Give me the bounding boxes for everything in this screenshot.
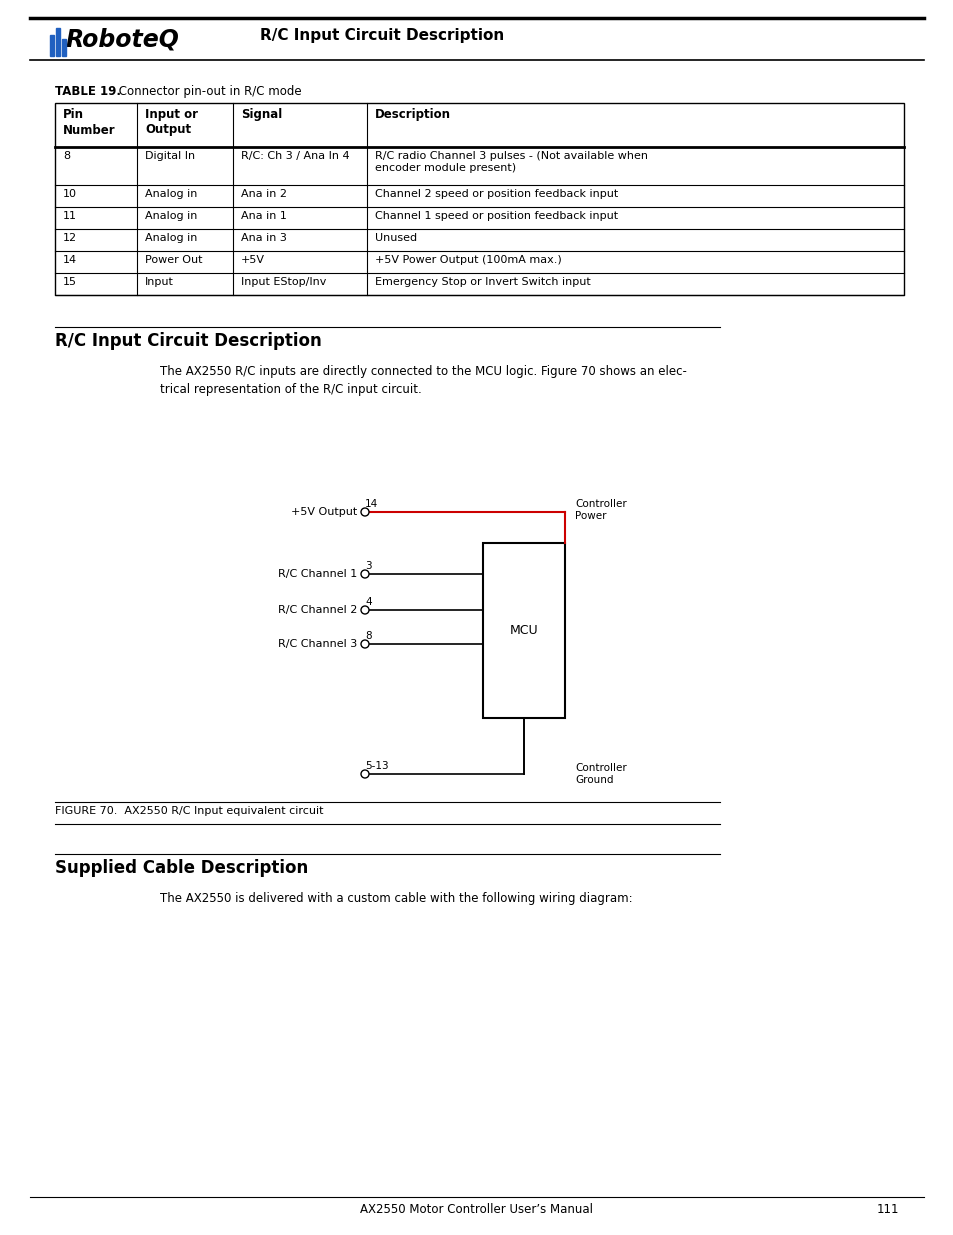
Text: Input EStop/Inv: Input EStop/Inv (241, 277, 326, 287)
Text: Input or
Output: Input or Output (145, 107, 198, 137)
Text: R/C: Ch 3 / Ana In 4: R/C: Ch 3 / Ana In 4 (241, 151, 349, 161)
Text: FIGURE 70.  AX2550 R/C Input equivalent circuit: FIGURE 70. AX2550 R/C Input equivalent c… (55, 806, 323, 816)
Text: R/C Input Circuit Description: R/C Input Circuit Description (260, 28, 504, 43)
Text: Unused: Unused (375, 233, 416, 243)
Bar (50, 35, 54, 56)
Text: Signal: Signal (241, 107, 282, 121)
Circle shape (360, 571, 369, 578)
Text: Ana in 1: Ana in 1 (241, 211, 287, 221)
Text: 14: 14 (365, 499, 377, 509)
Text: 4: 4 (365, 597, 372, 606)
Text: 5-13: 5-13 (365, 761, 388, 771)
Text: Emergency Stop or Invert Switch input: Emergency Stop or Invert Switch input (375, 277, 590, 287)
Text: 14: 14 (63, 254, 77, 266)
Text: R/C radio Channel 3 pulses - (Not available when
encoder module present): R/C radio Channel 3 pulses - (Not availa… (375, 151, 647, 173)
Text: +5V: +5V (241, 254, 265, 266)
Text: 8: 8 (63, 151, 71, 161)
Text: Power Out: Power Out (145, 254, 202, 266)
Circle shape (360, 769, 369, 778)
Text: Input: Input (145, 277, 173, 287)
Bar (55, 103, 903, 295)
Text: Connector pin-out in R/C mode: Connector pin-out in R/C mode (115, 85, 301, 98)
Text: TABLE 19.: TABLE 19. (55, 85, 121, 98)
Text: Description: Description (375, 107, 451, 121)
Circle shape (360, 508, 369, 516)
Text: 15: 15 (63, 277, 77, 287)
Text: Channel 1 speed or position feedback input: Channel 1 speed or position feedback inp… (375, 211, 618, 221)
Text: Analog in: Analog in (145, 189, 197, 199)
Text: Controller
Ground: Controller Ground (575, 763, 626, 785)
Text: R/C Channel 2: R/C Channel 2 (277, 605, 356, 615)
Circle shape (360, 606, 369, 614)
Text: The AX2550 R/C inputs are directly connected to the MCU logic. Figure 70 shows a: The AX2550 R/C inputs are directly conne… (160, 366, 686, 396)
Text: MCU: MCU (509, 624, 537, 637)
Text: Analog in: Analog in (145, 211, 197, 221)
Text: 11: 11 (63, 211, 77, 221)
Text: RoboteQ: RoboteQ (66, 28, 180, 52)
Text: 111: 111 (876, 1203, 898, 1216)
Text: +5V Power Output (100mA max.): +5V Power Output (100mA max.) (375, 254, 561, 266)
Text: R/C Input Circuit Description: R/C Input Circuit Description (55, 332, 321, 350)
Bar (62, 40, 66, 56)
Text: 10: 10 (63, 189, 77, 199)
Text: Controller
Power: Controller Power (575, 499, 626, 521)
Text: Analog in: Analog in (145, 233, 197, 243)
Text: Ana in 2: Ana in 2 (241, 189, 287, 199)
Text: Channel 2 speed or position feedback input: Channel 2 speed or position feedback inp… (375, 189, 618, 199)
Text: 8: 8 (365, 631, 372, 641)
Bar (56, 28, 60, 56)
Text: The AX2550 is delivered with a custom cable with the following wiring diagram:: The AX2550 is delivered with a custom ca… (160, 892, 632, 905)
Text: R/C Channel 1: R/C Channel 1 (277, 569, 356, 579)
Text: AX2550 Motor Controller User’s Manual: AX2550 Motor Controller User’s Manual (360, 1203, 593, 1216)
Bar (482, 543, 564, 718)
Text: Supplied Cable Description: Supplied Cable Description (55, 860, 308, 877)
Circle shape (360, 640, 369, 648)
Text: +5V Output: +5V Output (291, 508, 356, 517)
Text: 12: 12 (63, 233, 77, 243)
Text: Pin
Number: Pin Number (63, 107, 115, 137)
Text: Digital In: Digital In (145, 151, 195, 161)
Text: R/C Channel 3: R/C Channel 3 (277, 638, 356, 650)
Text: 3: 3 (365, 561, 372, 571)
Text: Ana in 3: Ana in 3 (241, 233, 287, 243)
